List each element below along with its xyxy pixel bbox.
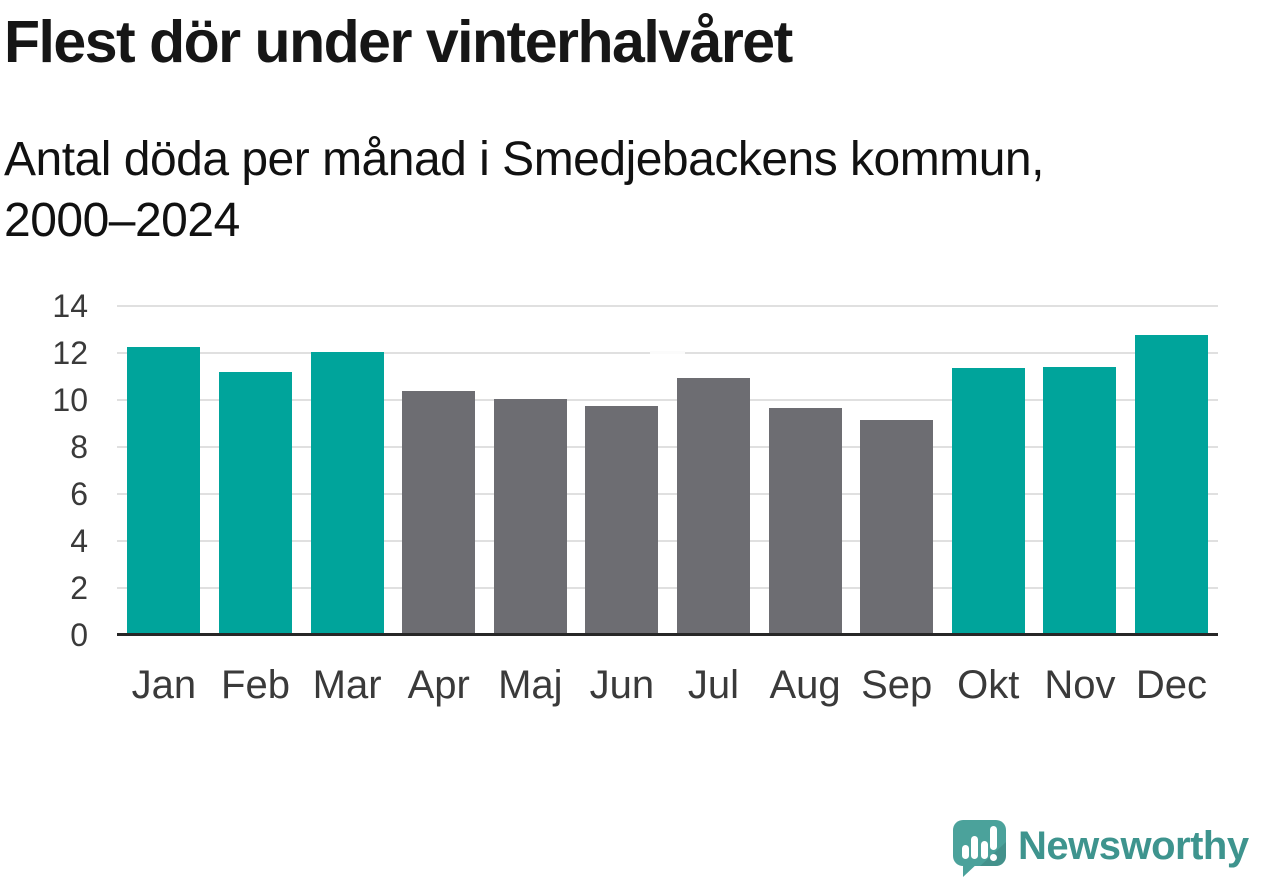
icon-bar-small bbox=[962, 845, 969, 859]
bar-dec bbox=[1135, 335, 1208, 635]
plot-area bbox=[117, 305, 1218, 636]
page-title: Flest dör under vinterhalvåret bbox=[4, 9, 793, 75]
x-axis-line bbox=[117, 633, 1218, 636]
logo-wordmark: Newsworthy bbox=[1018, 824, 1249, 868]
gridline-gap-artifact bbox=[650, 351, 685, 354]
bar-feb bbox=[219, 371, 292, 635]
y-tick-6: 6 bbox=[70, 476, 88, 512]
x-tick-jan: Jan bbox=[131, 663, 197, 707]
x-tick-jul: Jul bbox=[687, 663, 740, 707]
y-tick-2: 2 bbox=[70, 570, 88, 606]
gridline-4 bbox=[117, 540, 1218, 542]
gridline-2 bbox=[117, 587, 1218, 589]
chart-subtitle-line1: Antal döda per månad i Smedjebackens kom… bbox=[4, 133, 1044, 186]
chart-subtitle: Antal döda per månad i Smedjebackens kom… bbox=[4, 129, 1044, 251]
bar-chart-speech-bubble-icon bbox=[953, 820, 1006, 866]
icon-bar-tall bbox=[971, 836, 978, 859]
bar-jun bbox=[585, 405, 659, 635]
chart-subtitle-line2: 2000–2024 bbox=[4, 194, 240, 247]
y-tick-4: 4 bbox=[70, 523, 88, 559]
bar-okt bbox=[951, 368, 1025, 635]
y-tick-14: 14 bbox=[52, 288, 88, 324]
bar-jan bbox=[127, 347, 201, 635]
gridline-14 bbox=[117, 305, 1218, 307]
x-tick-aug: Aug bbox=[769, 663, 841, 707]
x-tick-feb: Feb bbox=[221, 663, 290, 707]
x-tick-maj: Maj bbox=[498, 663, 563, 707]
icon-exclamation-dot bbox=[989, 854, 997, 861]
gridline-8 bbox=[117, 446, 1218, 448]
icon-exclamation-stem bbox=[989, 826, 997, 850]
speech-bubble-tail bbox=[963, 862, 979, 877]
bar-apr bbox=[402, 390, 476, 635]
icon-bar-medium bbox=[980, 841, 988, 859]
bar-nov bbox=[1043, 367, 1117, 635]
bar-maj bbox=[493, 398, 567, 635]
x-tick-nov: Nov bbox=[1044, 663, 1116, 707]
y-tick-8: 8 bbox=[70, 429, 88, 465]
x-tick-okt: Okt bbox=[957, 663, 1020, 707]
x-tick-dec: Dec bbox=[1135, 663, 1208, 707]
bar-jul bbox=[677, 377, 750, 635]
y-tick-10: 10 bbox=[52, 382, 88, 418]
bar-aug bbox=[768, 408, 842, 635]
gridline-10 bbox=[117, 399, 1218, 401]
x-tick-jun: Jun bbox=[589, 663, 655, 707]
x-tick-sep: Sep bbox=[861, 663, 933, 707]
x-tick-apr: Apr bbox=[407, 663, 470, 707]
y-tick-12: 12 bbox=[52, 335, 88, 371]
bar-mar bbox=[310, 351, 384, 635]
bar-sep bbox=[860, 419, 934, 635]
x-tick-mar: Mar bbox=[312, 663, 382, 707]
y-tick-0: 0 bbox=[70, 617, 88, 653]
gridline-6 bbox=[117, 493, 1218, 495]
